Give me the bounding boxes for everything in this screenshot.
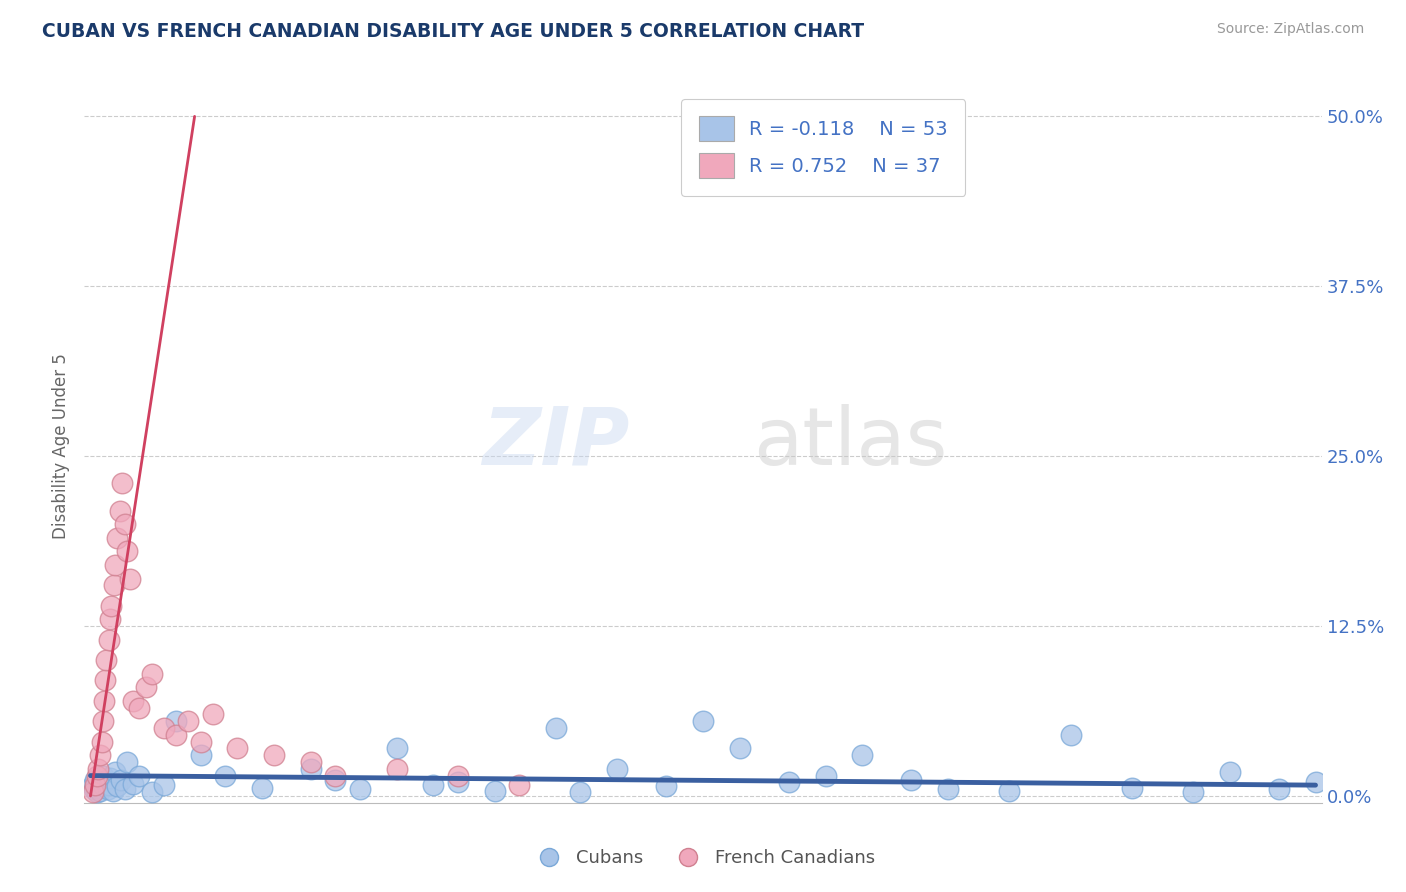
Point — [98, 772, 121, 786]
Point — [728, 741, 751, 756]
Point — [82, 785, 104, 799]
Point — [876, 144, 898, 158]
Point — [115, 755, 138, 769]
Point — [250, 780, 273, 795]
Point — [299, 762, 322, 776]
Point — [900, 772, 922, 787]
Y-axis label: Disability Age Under 5: Disability Age Under 5 — [52, 353, 70, 539]
Point — [100, 599, 122, 613]
Point — [1121, 780, 1143, 795]
Point — [91, 769, 114, 783]
Point — [118, 572, 141, 586]
Point — [754, 109, 776, 123]
Point — [84, 772, 107, 787]
Point — [153, 778, 176, 792]
Point — [87, 762, 110, 776]
Point — [165, 728, 187, 742]
Point — [1268, 782, 1291, 797]
Point — [94, 673, 117, 688]
Point — [851, 748, 873, 763]
Point — [89, 748, 111, 763]
Point — [97, 782, 120, 797]
Point — [104, 558, 127, 572]
Point — [165, 714, 187, 729]
Point — [87, 780, 110, 795]
Point — [122, 777, 145, 791]
Point — [299, 755, 322, 769]
Point — [1182, 785, 1205, 799]
Point — [349, 782, 371, 797]
Point — [385, 762, 408, 776]
Point — [814, 769, 837, 783]
Point — [190, 748, 212, 763]
Point — [96, 653, 118, 667]
Point — [82, 778, 104, 792]
Point — [83, 782, 105, 797]
Point — [544, 721, 567, 735]
Point — [93, 780, 115, 794]
Point — [110, 772, 132, 787]
Point — [115, 544, 138, 558]
Point — [998, 783, 1021, 797]
Point — [87, 775, 110, 789]
Point — [101, 783, 124, 797]
Point — [128, 769, 150, 783]
Point — [93, 694, 115, 708]
Point — [226, 741, 249, 756]
Text: atlas: atlas — [752, 403, 948, 482]
Point — [778, 775, 800, 789]
Point — [128, 700, 150, 714]
Text: Source: ZipAtlas.com: Source: ZipAtlas.com — [1216, 22, 1364, 37]
Point — [90, 734, 112, 748]
Point — [153, 721, 176, 735]
Point — [107, 780, 129, 794]
Point — [89, 783, 111, 797]
Point — [135, 680, 157, 694]
Point — [569, 785, 592, 799]
Text: CUBAN VS FRENCH CANADIAN DISABILITY AGE UNDER 5 CORRELATION CHART: CUBAN VS FRENCH CANADIAN DISABILITY AGE … — [42, 22, 865, 41]
Legend: Cubans, French Canadians: Cubans, French Canadians — [523, 842, 883, 874]
Point — [692, 714, 714, 729]
Point — [177, 714, 200, 729]
Point — [104, 764, 127, 779]
Point — [97, 632, 120, 647]
Point — [325, 772, 347, 787]
Point — [141, 785, 163, 799]
Point — [97, 778, 120, 792]
Point — [1059, 728, 1081, 742]
Point — [484, 783, 506, 797]
Point — [84, 778, 107, 792]
Point — [655, 780, 678, 794]
Point — [90, 777, 112, 791]
Point — [325, 769, 347, 783]
Point — [114, 517, 136, 532]
Point — [214, 769, 236, 783]
Point — [936, 782, 959, 797]
Point — [86, 769, 108, 783]
Point — [263, 748, 285, 763]
Point — [103, 578, 125, 592]
Point — [508, 778, 530, 792]
Point — [201, 707, 224, 722]
Point — [114, 782, 136, 797]
Point — [1219, 764, 1241, 779]
Point — [422, 778, 444, 792]
Point — [86, 785, 108, 799]
Point — [94, 774, 117, 789]
Point — [447, 775, 470, 789]
Point — [122, 694, 145, 708]
Point — [190, 734, 212, 748]
Point — [91, 714, 114, 729]
Point — [447, 769, 470, 783]
Point — [385, 741, 408, 756]
Point — [108, 503, 131, 517]
Point — [1305, 775, 1327, 789]
Text: ZIP: ZIP — [482, 403, 630, 482]
Point — [98, 612, 121, 626]
Point — [141, 666, 163, 681]
Point — [107, 531, 129, 545]
Point — [606, 762, 628, 776]
Point — [111, 476, 134, 491]
Legend: R = -0.118    N = 53, R = 0.752    N = 37: R = -0.118 N = 53, R = 0.752 N = 37 — [682, 99, 966, 195]
